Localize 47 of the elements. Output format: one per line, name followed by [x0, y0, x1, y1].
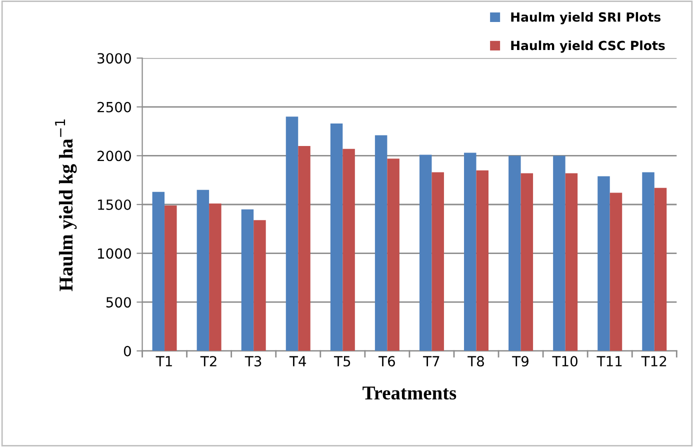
bar: [565, 173, 578, 351]
x-axis-title: Treatments: [362, 386, 456, 400]
bar: [196, 190, 210, 351]
bar: [387, 158, 400, 351]
bar: [254, 220, 266, 351]
y-tick-label: 1000: [98, 248, 131, 259]
bar: [419, 154, 432, 351]
bar: [374, 135, 388, 351]
bar: [464, 152, 476, 351]
bar: [654, 188, 667, 351]
bar: [642, 172, 654, 351]
x-tick-label: T6: [378, 356, 395, 367]
y-axis-title: Haulm yield kg ha$^{−1}$: [55, 120, 77, 292]
x-tick-label: T5: [334, 356, 350, 367]
x-tick-label: T12: [641, 356, 666, 366]
x-tick-label: T3: [244, 356, 262, 367]
bar: [342, 148, 355, 351]
x-tick-label: T7: [423, 356, 440, 366]
bar: [152, 192, 165, 351]
bar: [610, 192, 622, 351]
bar: [209, 204, 222, 351]
bar: [508, 156, 521, 351]
y-tick-label: 3000: [98, 53, 131, 64]
x-tick-label: T9: [512, 356, 528, 367]
bar: [476, 170, 489, 351]
y-tick-label: 0: [124, 346, 131, 356]
bar: [164, 205, 177, 351]
y-tick-label: 1500: [98, 199, 131, 210]
bar: [330, 124, 343, 351]
y-tick-label: 500: [106, 297, 131, 308]
bar: [520, 173, 534, 351]
bar: [241, 209, 254, 351]
legend-label: Haulm yield SRI Plots: [511, 12, 660, 24]
legend-label: Haulm yield CSC Plots: [511, 40, 665, 53]
y-tick-label: 2000: [98, 150, 131, 162]
x-tick-label: T2: [200, 356, 216, 366]
y-tick-label: 2500: [98, 102, 131, 112]
bar: [298, 146, 310, 351]
bar: [286, 116, 298, 351]
bar: [553, 156, 566, 351]
x-tick-label: T8: [468, 356, 484, 367]
bar: [598, 176, 610, 351]
x-tick-label: T1: [156, 356, 172, 366]
x-tick-label: T10: [552, 356, 578, 367]
x-tick-label: T11: [596, 356, 622, 366]
x-tick-label: T4: [289, 356, 306, 366]
bar: [432, 172, 444, 351]
